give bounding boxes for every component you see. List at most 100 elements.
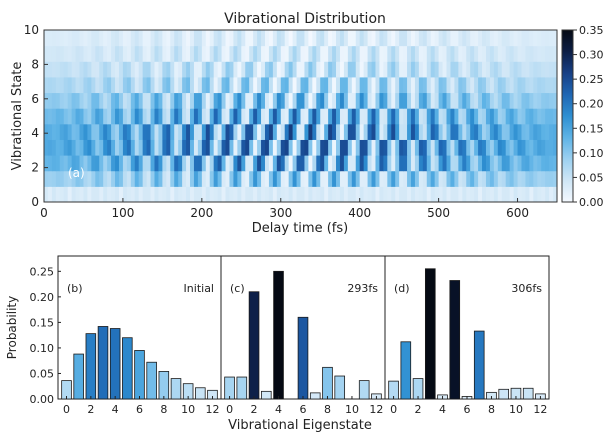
heatmap-cell — [233, 92, 238, 109]
heatmap-cell — [205, 30, 211, 47]
heatmap-cell — [55, 123, 61, 140]
heatmap-cell — [410, 139, 416, 156]
heatmap-cell — [71, 139, 77, 156]
heatmap-cell — [217, 139, 223, 156]
heatmap-cell — [268, 139, 274, 156]
heatmap-cell — [225, 92, 230, 109]
heatmap-cell — [67, 92, 73, 109]
heatmap-cell — [130, 30, 136, 47]
heatmap-cell — [324, 170, 329, 187]
heatmap-cell — [387, 155, 392, 172]
heatmap-cell — [304, 155, 309, 172]
heatmap-cell — [162, 61, 167, 78]
bar-x-tick-label: 2 — [251, 403, 258, 416]
heatmap-cell — [489, 76, 495, 94]
colorbar-tick-label: 0.10 — [579, 147, 604, 160]
heatmap-cell — [375, 61, 380, 78]
heatmap-cell — [253, 30, 258, 47]
heatmap-cell — [103, 76, 108, 94]
heatmap-cell — [95, 108, 100, 125]
heatmap-cell — [229, 139, 234, 156]
heatmap-cell — [44, 92, 49, 109]
heatmap-cell — [422, 186, 428, 203]
heatmap-cell — [403, 30, 408, 47]
heatmap-cell — [537, 123, 542, 140]
heatmap-cell — [407, 155, 412, 172]
heatmap-cell — [501, 30, 507, 47]
heatmap-cell — [426, 139, 432, 156]
heatmap-cell — [288, 76, 294, 94]
heatmap-cell — [454, 155, 459, 172]
heatmap-cell — [407, 76, 412, 94]
heatmap-cell — [292, 139, 298, 156]
heatmap-cell — [450, 170, 455, 187]
heatmap-cell — [541, 139, 546, 156]
heatmap-cell — [308, 139, 313, 156]
heatmap-cell — [426, 170, 432, 187]
heatmap-cell — [316, 108, 321, 125]
bar-x-tick-label: 8 — [488, 403, 495, 416]
heatmap-cell — [261, 170, 266, 187]
heatmap-cell — [529, 123, 534, 140]
heatmap-cell — [280, 123, 286, 140]
heatmap-cell — [466, 30, 471, 47]
heatmap-cell — [391, 108, 396, 125]
heatmap-cell — [533, 92, 538, 109]
heatmap-cell — [391, 61, 396, 78]
heatmap-cell — [264, 61, 270, 78]
heatmap-cell — [103, 30, 108, 47]
heatmap-cell — [383, 45, 388, 62]
heatmap-cell — [63, 30, 69, 47]
heatmap-cell — [474, 123, 479, 140]
heatmap-cell — [485, 108, 491, 125]
heatmap-cell — [245, 139, 250, 156]
heatmap-cell — [482, 92, 487, 109]
heatmap-cell — [197, 92, 203, 109]
heatmap-cell — [553, 92, 558, 109]
heatmap-cell — [371, 123, 376, 140]
heatmap-cell — [418, 61, 424, 78]
heatmap-cell — [355, 186, 361, 203]
heatmap-cell — [95, 123, 100, 140]
heatmap-cell — [482, 108, 487, 125]
bar-panel-label: (c) — [230, 282, 245, 295]
heatmap-cell — [553, 30, 558, 47]
heatmap-cell — [304, 76, 309, 94]
heatmap-cell — [493, 30, 499, 47]
heatmap-cell — [268, 170, 274, 187]
heatmap-cell — [118, 30, 124, 47]
heatmap-cell — [410, 155, 416, 172]
heatmap-cell — [182, 139, 187, 156]
heatmap-cell — [371, 108, 376, 125]
heatmap-cell — [450, 30, 455, 47]
heatmap-cell — [158, 108, 163, 125]
heatmap-cell — [430, 139, 436, 156]
heatmap-cell — [134, 30, 140, 47]
heatmap-cell — [304, 30, 309, 47]
heatmap-cell — [190, 45, 195, 62]
heatmap-cell — [170, 108, 175, 125]
colorbar-tick-label: 0.20 — [579, 98, 604, 111]
heatmap-cell — [44, 76, 49, 94]
heatmap-cell — [75, 170, 81, 187]
heatmap-cell — [450, 92, 455, 109]
heatmap-cell — [434, 92, 440, 109]
heatmap-cell — [138, 108, 144, 125]
heatmap-cell — [186, 170, 191, 187]
heatmap-cell — [351, 139, 357, 156]
heatmap-cell — [410, 108, 416, 125]
heatmap-cell — [434, 30, 440, 47]
heatmap-cell — [446, 30, 451, 47]
heatmap-cell — [122, 45, 128, 62]
heatmap-cell — [541, 45, 546, 62]
heatmap-cell — [201, 186, 207, 203]
heatmap-cell — [497, 108, 503, 125]
heatmap-cell — [284, 45, 290, 62]
heatmap-cell — [343, 76, 349, 94]
heatmap-cell — [233, 170, 238, 187]
heatmap-cell — [387, 170, 392, 187]
heatmap-cell — [213, 45, 219, 62]
heatmap-cell — [482, 155, 487, 172]
heatmap-cell — [363, 139, 369, 156]
heatmap-cell — [537, 61, 542, 78]
